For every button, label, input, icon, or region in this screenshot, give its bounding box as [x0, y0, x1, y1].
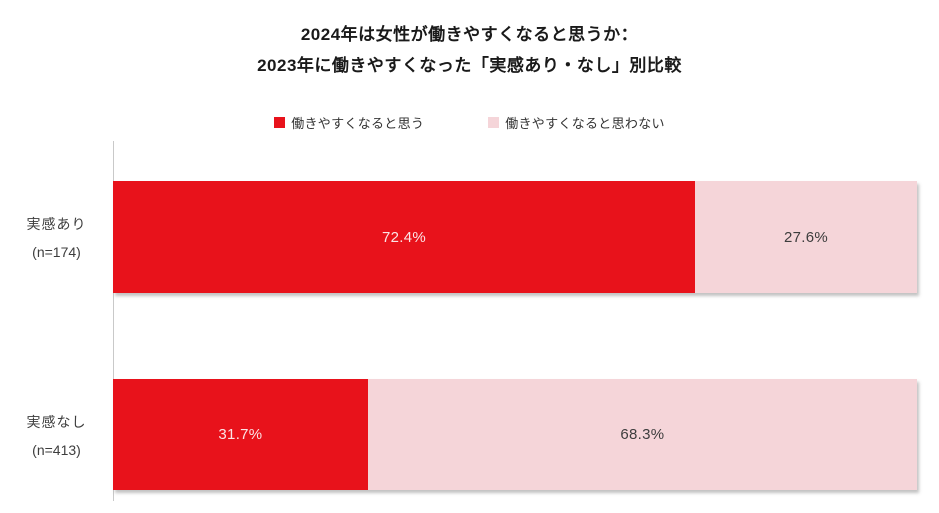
legend-swatch-agree-icon — [274, 116, 286, 128]
legend-label-agree: 働きやすくなると思う — [291, 115, 425, 131]
category-n: (n=413) — [32, 441, 81, 458]
category-label-jikkan-ari: 実感あり (n=174) — [0, 181, 113, 293]
legend-item-agree: 働きやすくなると思う — [274, 113, 424, 132]
bar-segment-disagree: 27.6% — [695, 181, 917, 293]
bar-segment-agree: 72.4% — [113, 181, 696, 293]
category-label-jikkan-nashi: 実感なし (n=413) — [0, 379, 113, 490]
plot-area: 実感あり (n=174) 72.4% 27.6% 実感なし (n=413) 31… — [0, 141, 939, 501]
bar-segment-agree: 31.7% — [113, 379, 368, 490]
bar-track: 72.4% 27.6% — [113, 181, 917, 293]
chart-title-line2: 2023年に働きやすくなった「実感あり・なし」別比較 — [257, 56, 682, 75]
chart-title-line1: 2024年は女性が働きやすくなると思うか： — [300, 25, 639, 44]
chart-title: 2024年は女性が働きやすくなると思うか： 2023年に働きやすくなった「実感あ… — [0, 19, 939, 81]
bar-row-jikkan-ari: 実感あり (n=174) 72.4% 27.6% — [0, 181, 917, 293]
bar-segment-disagree: 68.3% — [367, 379, 917, 490]
value-label: 72.4% — [382, 228, 427, 246]
value-label: 27.6% — [784, 228, 829, 246]
category-n: (n=174) — [32, 244, 81, 260]
category-name: 実感なし — [26, 413, 87, 430]
bar-row-jikkan-nashi: 実感なし (n=413) 31.7% 68.3% — [0, 379, 917, 490]
y-axis-line — [113, 141, 114, 501]
bar-track: 31.7% 68.3% — [113, 379, 917, 490]
legend-label-disagree: 働きやすくなると思わない — [505, 115, 665, 131]
value-label: 31.7% — [218, 426, 263, 443]
legend-item-disagree: 働きやすくなると思わない — [488, 113, 665, 132]
legend: 働きやすくなると思う 働きやすくなると思わない — [0, 111, 939, 133]
value-label: 68.3% — [620, 426, 665, 443]
legend-swatch-disagree-icon — [488, 116, 500, 128]
category-name: 実感あり — [26, 216, 87, 232]
